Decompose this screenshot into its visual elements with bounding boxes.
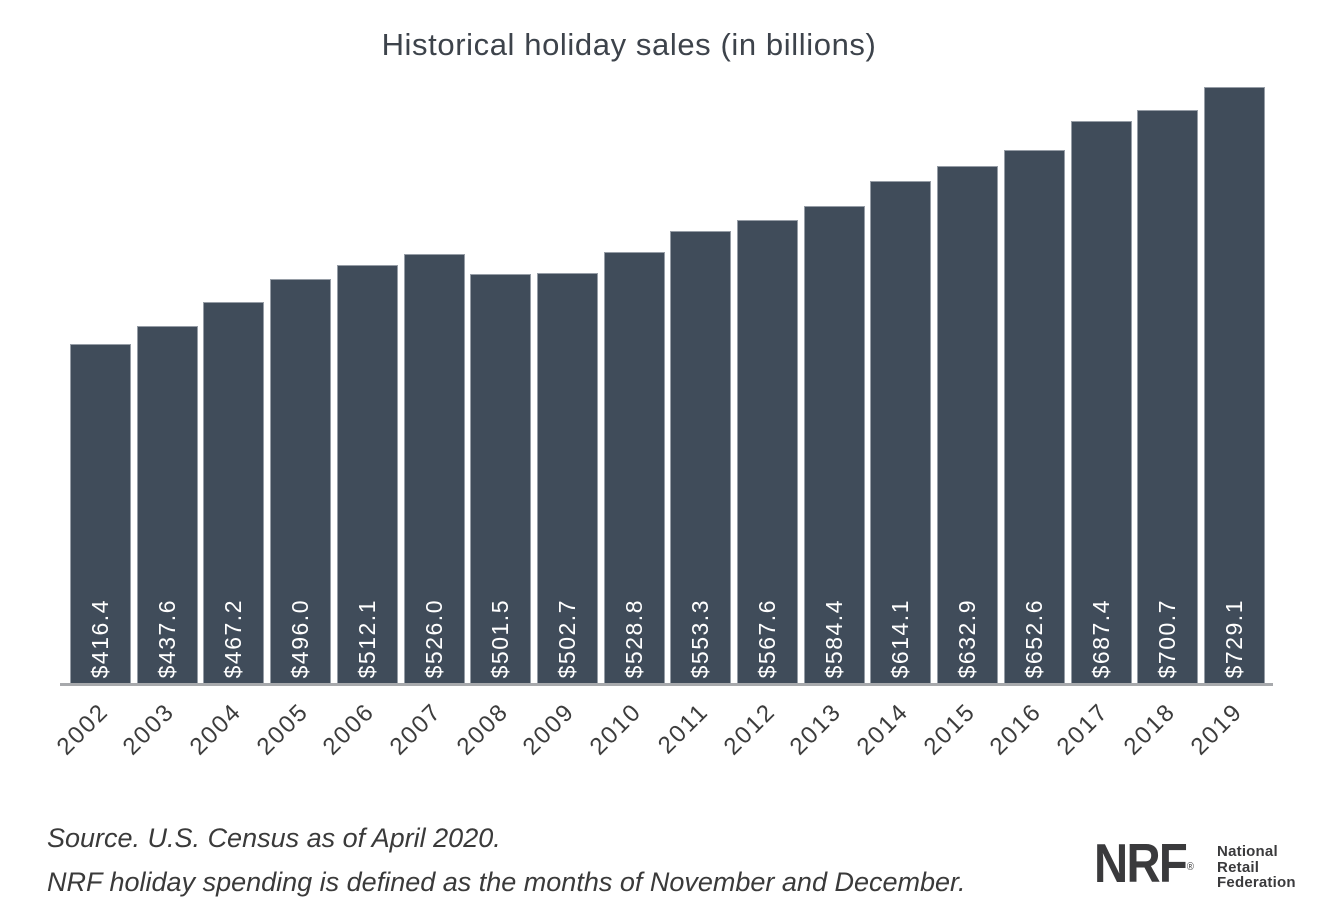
bar-2006: $512.1: [336, 265, 398, 686]
bar-2012: $567.6: [737, 220, 799, 686]
bar-value-label: $729.1: [1220, 598, 1247, 678]
bar-value-label: $700.7: [1154, 598, 1181, 678]
source-note: Source. U.S. Census as of April 2020. NR…: [47, 816, 966, 904]
bar-value-label: $416.4: [87, 598, 113, 678]
org-line: National: [1217, 843, 1278, 860]
bar-2008: $501.5: [470, 274, 532, 686]
registered-trademark-icon: ®: [1186, 861, 1194, 873]
nrf-logo-text: NRF: [1094, 832, 1188, 894]
source-line-1: Source. U.S. Census as of April 2020.: [47, 823, 501, 853]
bar-2018: $700.7: [1137, 110, 1199, 686]
chart-title: Historical holiday sales (in billions): [381, 27, 877, 62]
x-axis-line: [60, 683, 1273, 686]
bar-value-label: $614.1: [887, 598, 914, 678]
bar-value-label: $652.6: [1020, 598, 1047, 678]
bar-2002: $416.4: [70, 344, 131, 686]
bar-value-label: $632.9: [954, 598, 981, 678]
nrf-logo: NRF ® National Retail Federation: [1094, 836, 1296, 891]
bar-2005: $496.0: [270, 279, 332, 686]
bar-2014: $614.1: [870, 181, 932, 686]
bar-value-label: $553.3: [687, 598, 714, 678]
bar-value-label: $526.0: [420, 598, 447, 678]
bar-value-label: $501.5: [487, 598, 514, 678]
bar-value-label: $687.4: [1087, 598, 1114, 678]
bar-2015: $632.9: [937, 166, 999, 686]
bar-value-label: $567.6: [754, 598, 781, 678]
bar-2007: $526.0: [403, 254, 465, 686]
nrf-logo-acronym: NRF ®: [1094, 836, 1194, 891]
nrf-logo-org-name: National Retail Federation: [1217, 841, 1296, 891]
org-line: Retail: [1217, 858, 1260, 876]
bar-2009: $502.7: [536, 273, 598, 686]
bar-value-label: $512.1: [353, 598, 380, 678]
bar-value-label: $528.8: [620, 598, 647, 678]
bar-2010: $528.8: [603, 252, 665, 686]
org-line: Federation: [1217, 874, 1296, 891]
bar-2013: $584.4: [803, 206, 865, 686]
bar-value-label: $584.4: [820, 598, 847, 678]
source-line-2: NRF holiday spending is defined as the m…: [47, 867, 966, 897]
bar-2019: $729.1: [1203, 87, 1265, 686]
bar-2016: $652.6: [1003, 150, 1065, 686]
bar-2003: $437.6: [136, 326, 198, 686]
bar-value-label: $496.0: [287, 598, 314, 678]
bar-2011: $553.3: [670, 231, 732, 686]
bar-2017: $687.4: [1070, 121, 1132, 686]
bar-value-label: $502.7: [553, 598, 580, 678]
bar-value-label: $437.6: [153, 598, 180, 678]
bar-2004: $467.2: [203, 302, 265, 686]
bar-chart: $416.4 $437.6 $467.2 $496.0 $512.1 $526.0 $501…: [70, 87, 1265, 686]
x-axis-labels: 2002 2003 2004 2005 2006 2007 2008 2009 2010 2011…: [51, 692, 1265, 782]
bar-value-label: $467.2: [220, 598, 247, 678]
